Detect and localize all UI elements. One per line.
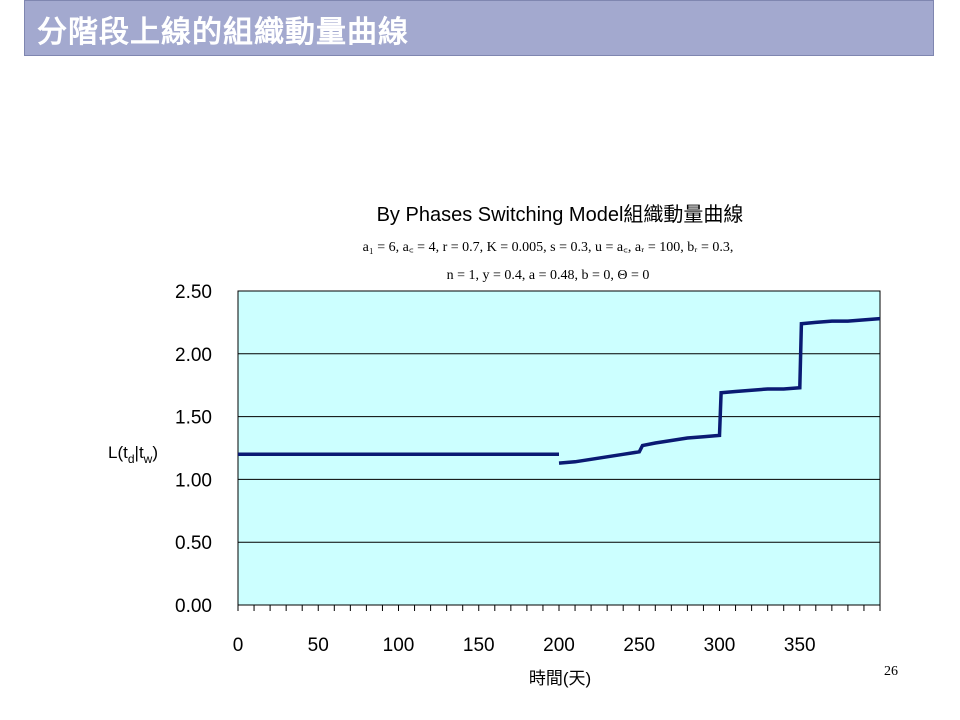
chart-title: By Phases Switching Model組織動量曲線: [377, 203, 744, 226]
x-tick-label: 0: [233, 635, 244, 656]
x-tick-label: 50: [308, 635, 329, 656]
y-tick-label: 1.00: [175, 470, 212, 491]
x-tick-label: 100: [383, 635, 415, 656]
y-tick-labels: 0.00 0.50 1.00 1.50 2.00 2.50: [175, 282, 212, 617]
y-tick-label: 1.50: [175, 408, 212, 429]
slide-title: 分階段上線的組織動量曲線: [37, 15, 409, 50]
x-tick-labels: 0 50 100 150 200 250 300 350: [233, 635, 816, 656]
x-tick-label: 150: [463, 635, 495, 656]
chart-subtitle-line2: n = 1, y = 0.4, a = 0.48, b = 0, Θ = 0: [447, 268, 650, 283]
series-line-segment-1: [558, 316, 881, 465]
x-tick-label: 300: [704, 635, 736, 656]
grid-lines: [238, 353, 880, 543]
plot-area: [237, 290, 881, 606]
title-bar: 分階段上線的組織動量曲線: [24, 0, 934, 56]
x-tick-label: 200: [543, 635, 575, 656]
x-axis-label: 時間(天): [529, 669, 591, 688]
series-layer: [238, 316, 881, 465]
x-minor-ticks: [237, 605, 881, 611]
y-tick-label: 0.00: [175, 596, 212, 617]
x-tick-label: 350: [784, 635, 816, 656]
y-tick-label: 0.50: [175, 533, 212, 554]
x-tick-label: 250: [623, 635, 655, 656]
page-number: 26: [884, 664, 898, 679]
y-tick-label: 2.00: [175, 345, 212, 366]
chart-subtitle-line1: a₁ = 6, a꜀ = 4, r = 0.7, K = 0.005, s = …: [363, 240, 734, 255]
y-axis-label: L(td|tw): [108, 443, 158, 466]
y-tick-label: 2.50: [175, 282, 212, 303]
